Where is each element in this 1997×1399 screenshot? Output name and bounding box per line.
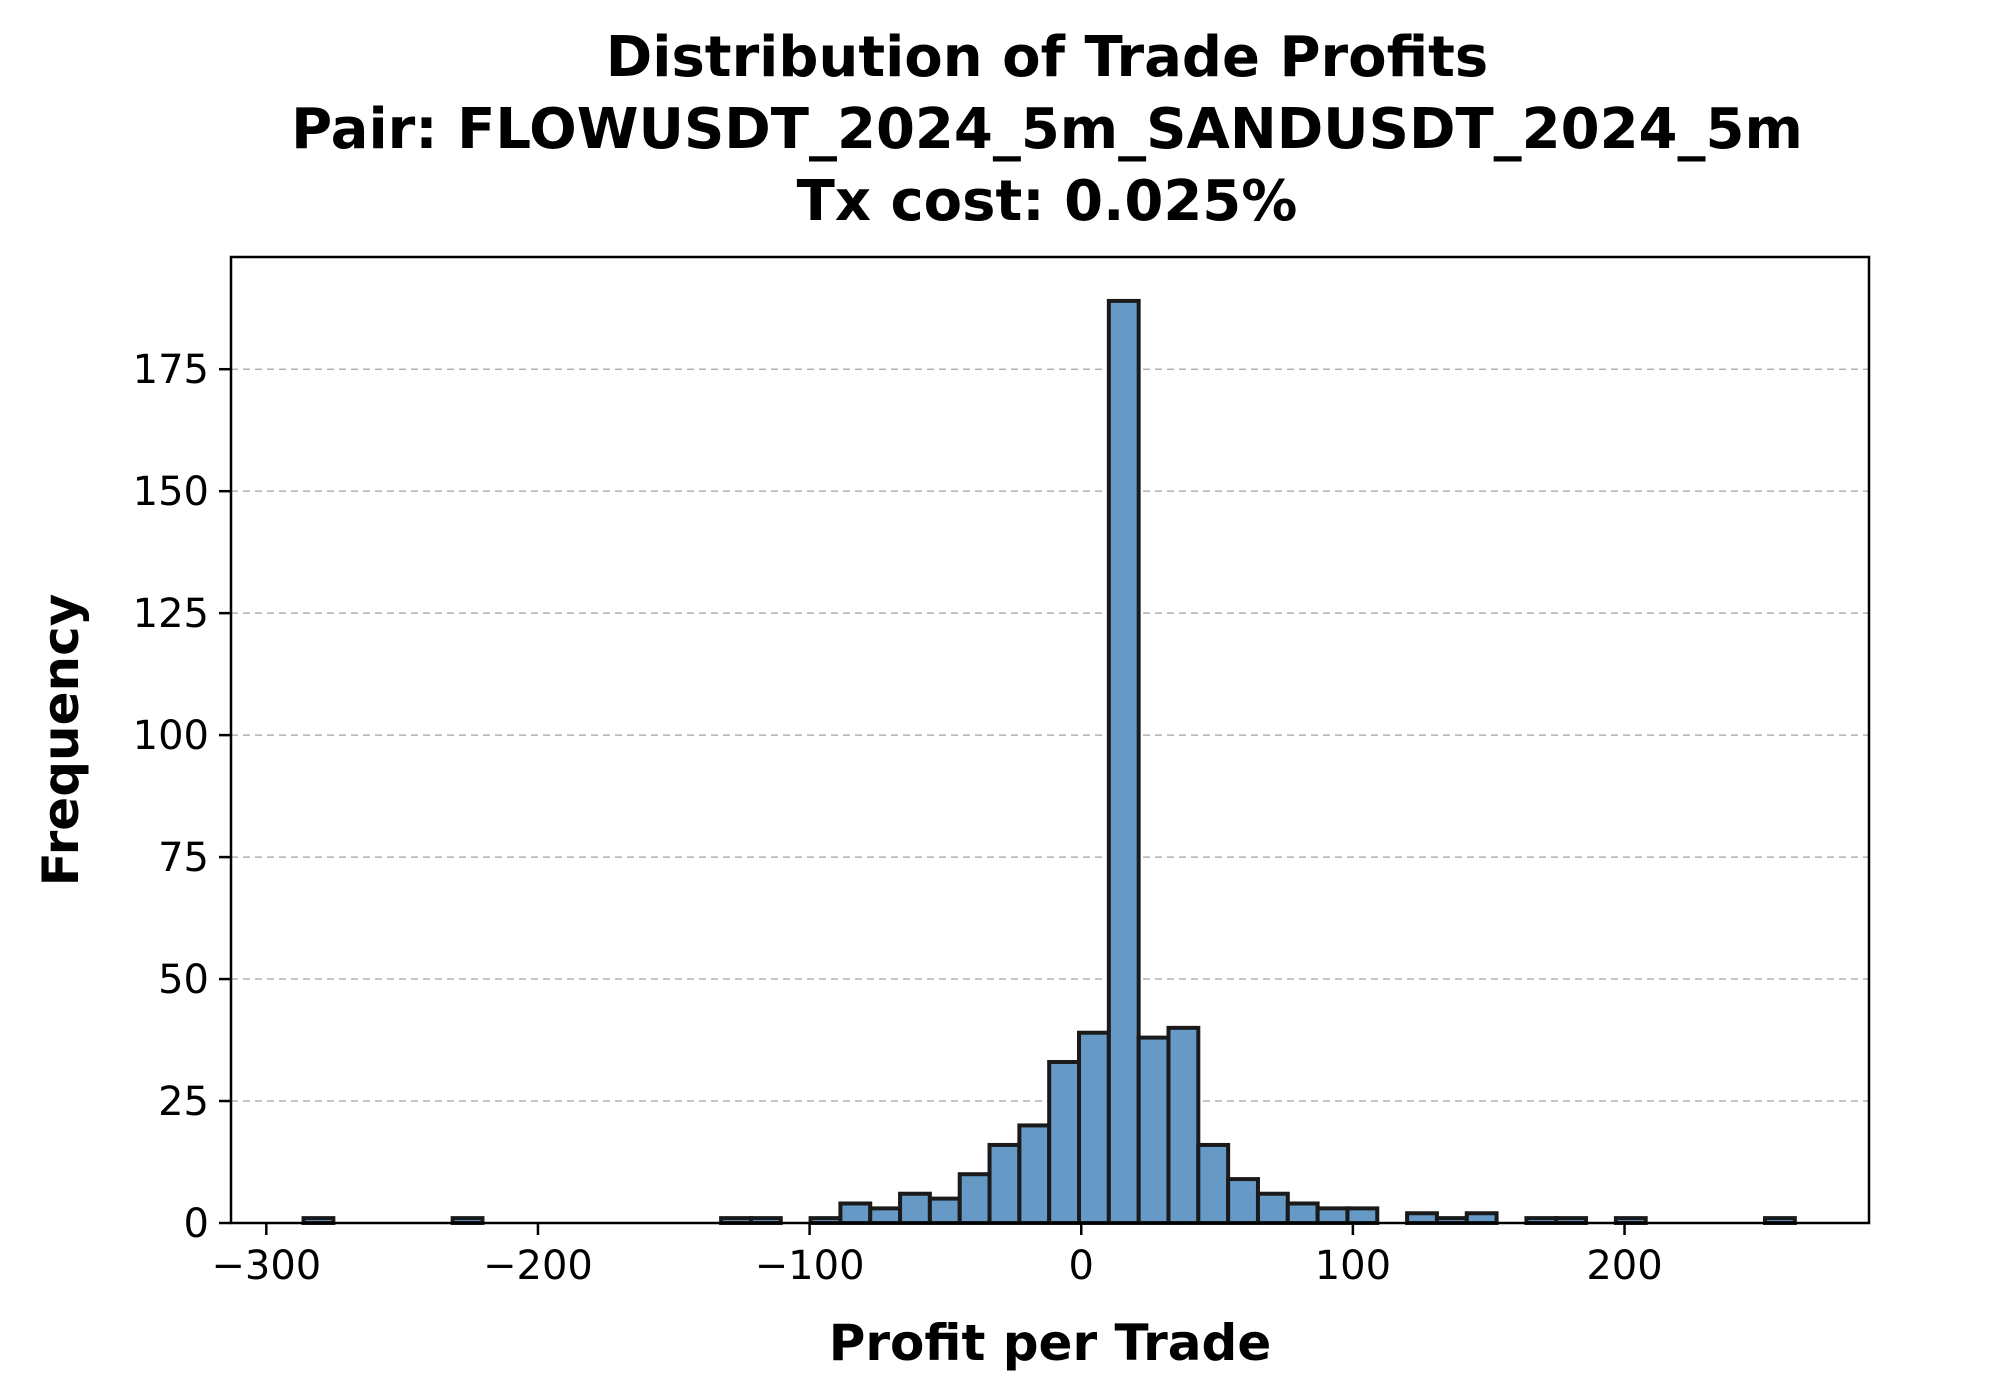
histogram-bar: [1196, 1142, 1231, 1226]
x-tick-label: −200: [483, 1243, 593, 1289]
histogram-bar: [898, 1191, 932, 1226]
histogram-bar: [1285, 1201, 1320, 1226]
y-tick-label: 25: [158, 1079, 209, 1125]
chart-title: Distribution of Trade Profits Pair: FLOW…: [291, 25, 1803, 234]
histogram-bar: [1315, 1206, 1350, 1226]
y-tick-label: 100: [133, 713, 209, 759]
y-tick-label: 175: [133, 347, 209, 393]
x-axis-label: Profit per Trade: [829, 1314, 1272, 1372]
histogram-bar: [1136, 1035, 1171, 1226]
histogram-bar: [1047, 1060, 1082, 1225]
x-axis-ticks: −300 −200 −100 0 100 200: [211, 1223, 1663, 1289]
histogram-bar: [838, 1201, 873, 1226]
x-tick-label: −100: [755, 1243, 865, 1289]
y-gridlines: [231, 368, 1869, 1102]
histogram-bar: [1345, 1206, 1380, 1226]
histogram-bar: [1405, 1211, 1439, 1226]
y-tick-label: 0: [184, 1201, 209, 1247]
plot-frame: [229, 255, 1871, 1225]
chart-title-line-3: Tx cost: 0.025%: [797, 169, 1298, 234]
histogram-bar: [927, 1196, 962, 1226]
histogram-bar: [957, 1172, 992, 1226]
y-tick-label: 75: [158, 835, 209, 881]
histogram-bar: [1226, 1177, 1260, 1226]
y-axis-label: Frequency: [32, 594, 90, 887]
chart-title-line-2: Pair: FLOWUSDT_2024_5m_SANDUSDT_2024_5m: [291, 97, 1803, 162]
x-tick-label: 0: [1069, 1243, 1094, 1289]
y-tick-label: 125: [133, 591, 209, 637]
histogram-bar: [1255, 1191, 1290, 1226]
histogram-bar: [1166, 1025, 1201, 1226]
y-tick-label: 150: [133, 469, 209, 515]
histogram-bars: [301, 298, 1797, 1226]
y-axis-ticks: 0 25 50 75 100 125 150 175: [133, 347, 231, 1247]
histogram-bar: [1017, 1123, 1052, 1225]
histogram-bar: [868, 1206, 903, 1226]
histogram-bar: [1077, 1030, 1111, 1226]
x-tick-label: 100: [1315, 1243, 1391, 1289]
chart-title-line-1: Distribution of Trade Profits: [606, 25, 1488, 90]
y-tick-label: 50: [158, 957, 209, 1003]
histogram-bar: [1464, 1211, 1499, 1226]
histogram-bar: [987, 1142, 1022, 1226]
histogram-bar: [1106, 298, 1141, 1225]
x-tick-label: 200: [1586, 1243, 1662, 1289]
x-tick-label: −300: [211, 1243, 321, 1289]
